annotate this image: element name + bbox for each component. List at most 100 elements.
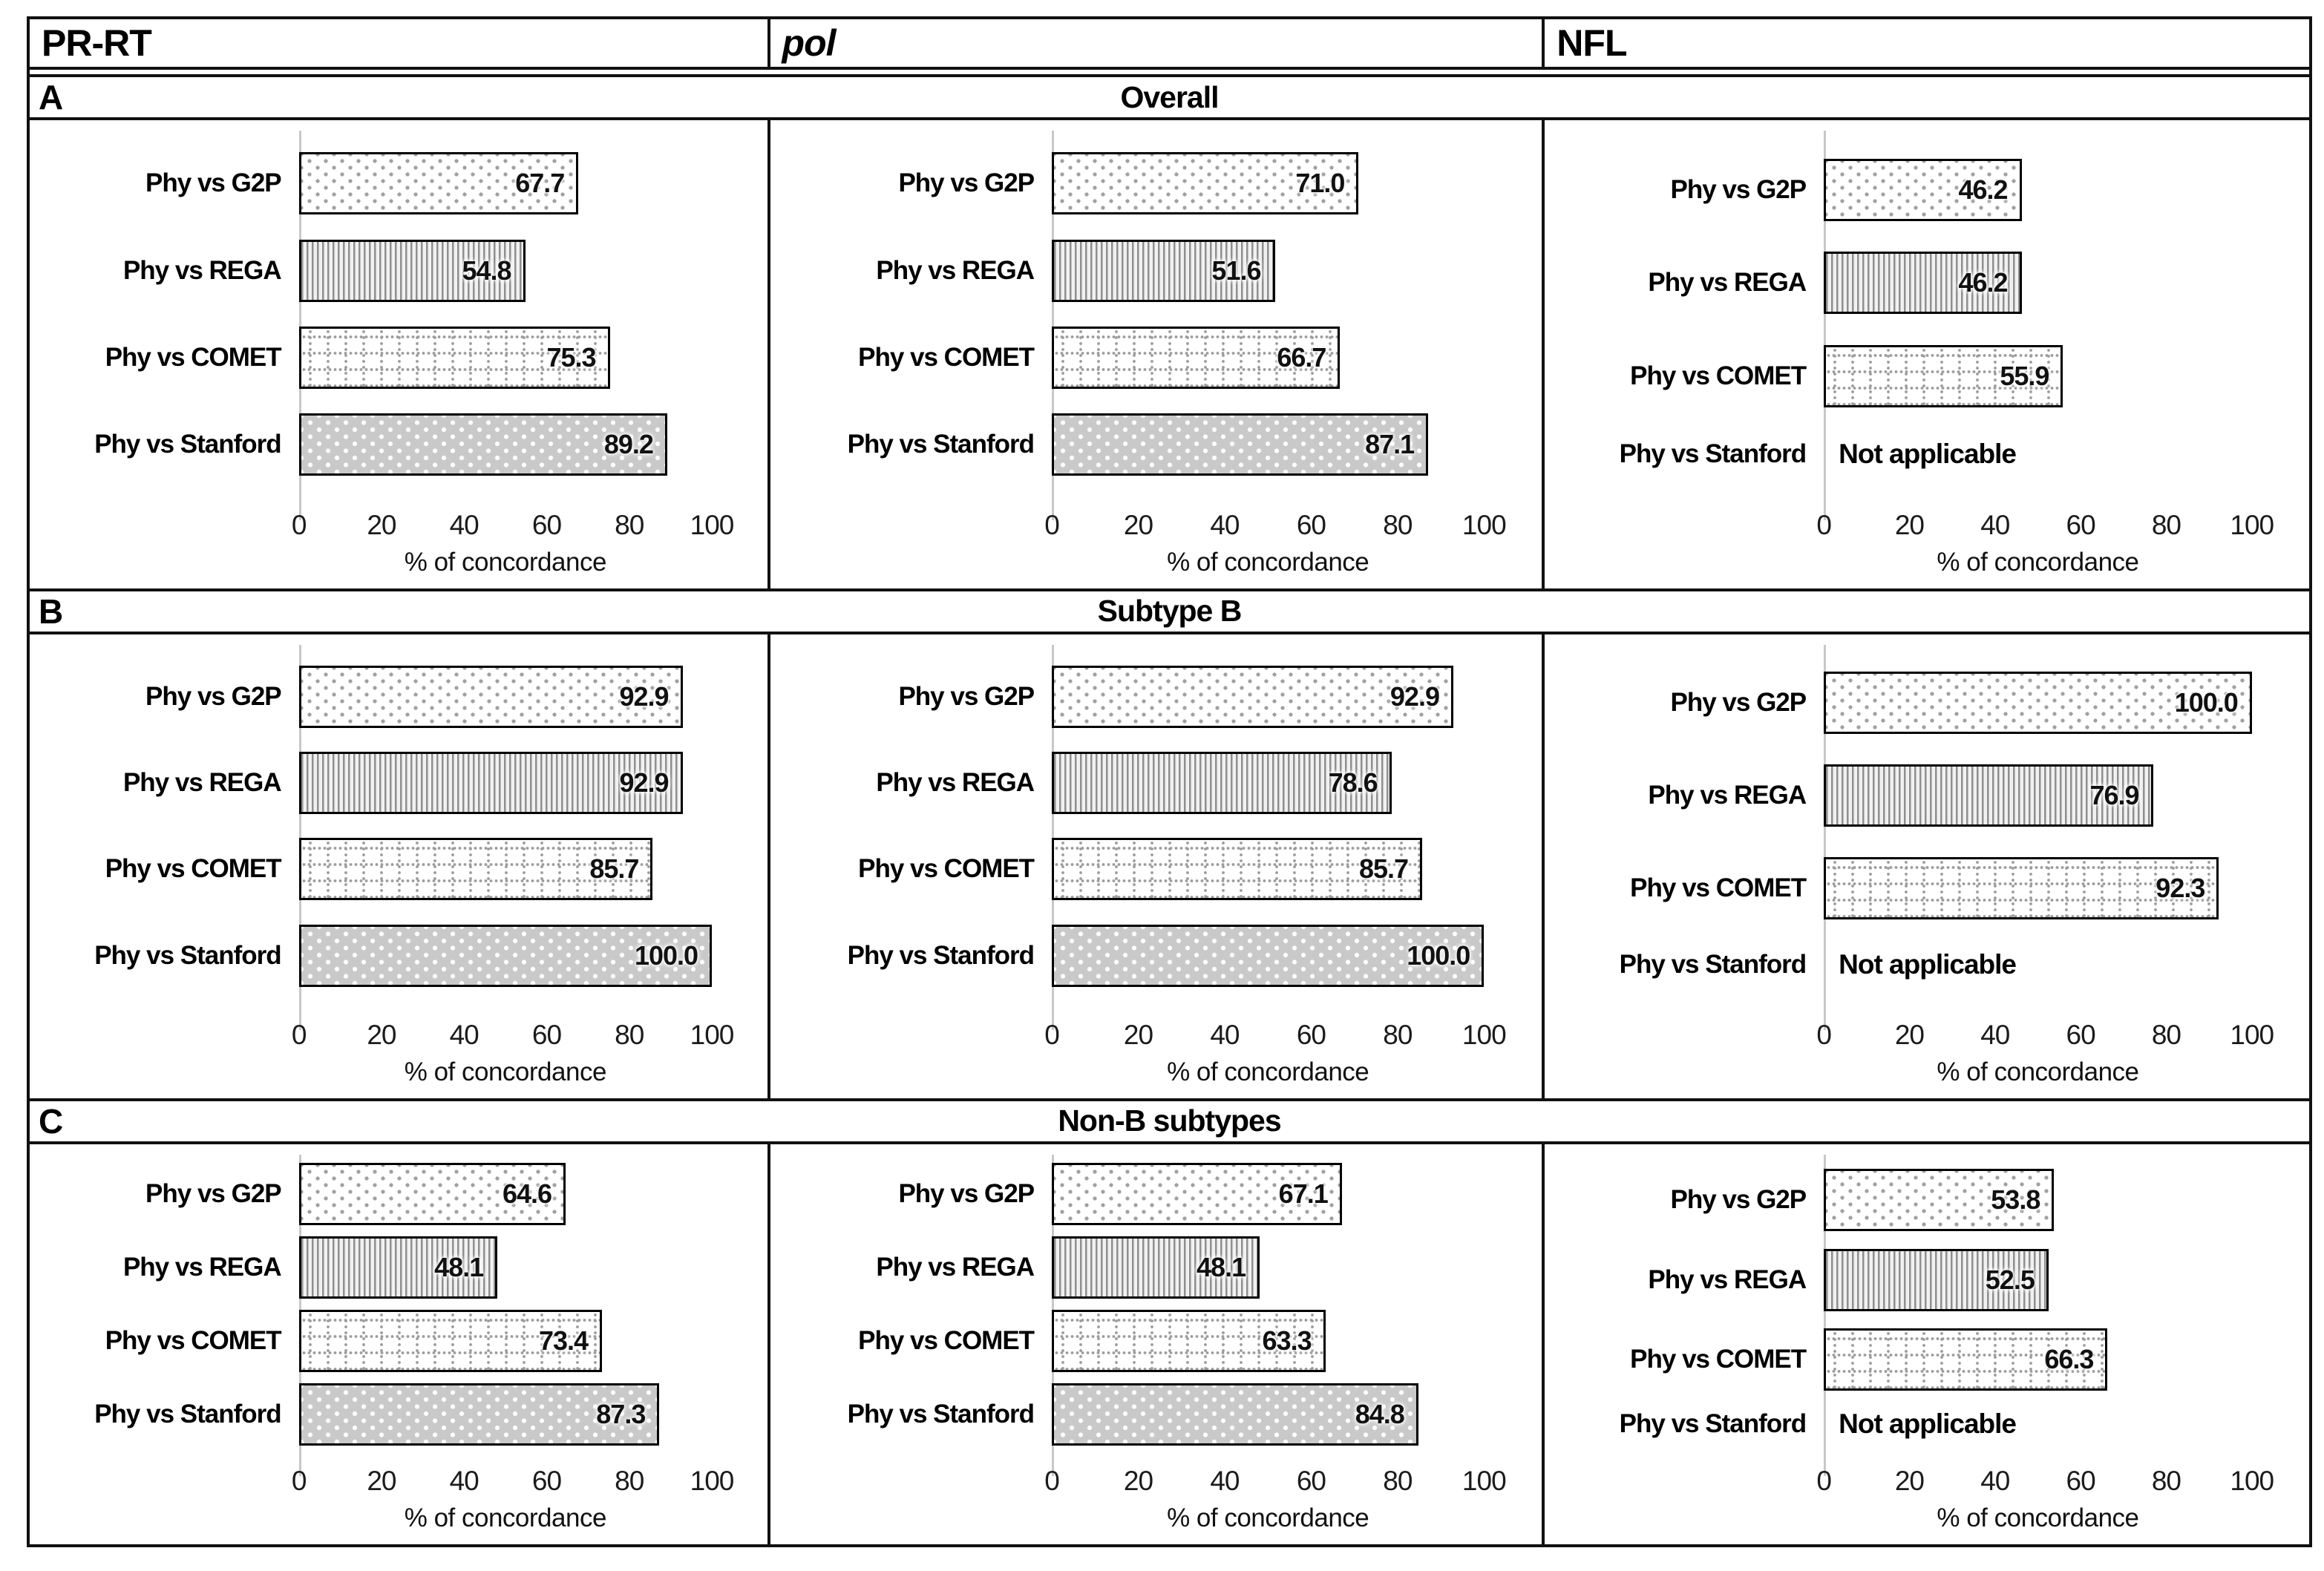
bar-track: 48.1 [298,1236,712,1299]
x-axis-label: % of concordance [1937,1503,2139,1532]
category-label: Phy vs G2P [145,681,282,711]
bar-row: Phy vs G2P 92.9 [30,665,767,728]
x-tick: 60 [531,509,562,540]
x-tick: 100 [690,1019,735,1050]
bar-row: Phy vs Stanford Not applicable [1545,1408,2309,1440]
plot-area: Phy vs G2P 46.2 Phy vs REGA 46.2 Phy vs … [1545,128,2309,520]
chart-row-overall: Phy vs G2P 67.7 Phy vs REGA 54.8 Phy vs … [30,120,2309,588]
chart-non-b-nfl: Phy vs G2P 53.8 Phy vs REGA 52.5 Phy vs … [1542,1144,2309,1544]
x-tick: 20 [367,1019,396,1050]
bar-track: 85.7 [1052,838,1484,901]
bar-row: Phy vs REGA 76.9 [1545,764,2309,827]
bar-track: 87.1 [1052,413,1484,476]
bar-value: 54.8 [462,255,511,286]
category-label: Phy vs G2P [898,168,1035,198]
bar-track: 66.7 [1052,326,1484,389]
section-band-a: A Overall [30,74,2309,120]
x-tick: 60 [1296,1019,1326,1050]
bar-value: 51.6 [1211,255,1261,286]
x-tick: 20 [1123,1019,1153,1050]
bar-phy-vs-g2p: 92.9 [298,665,683,728]
category-label: Phy vs COMET [105,1325,282,1355]
x-axis-label-wrap: % of concordance [770,1495,1542,1541]
x-tick: 100 [2230,509,2274,540]
bar-phy-vs-rega: 46.2 [1824,252,2022,315]
x-tick: 80 [615,1019,644,1050]
section-band-c: C Non-B subtypes [30,1098,2309,1144]
bar-value: 87.1 [1365,429,1415,460]
x-tick: 100 [1461,509,1507,540]
concordance-figure: PR-RT pol NFL A Overall Phy vs G2P 67.7 … [27,16,2312,1547]
category-label: Phy vs Stanford [94,430,281,459]
chart-non-b-pr-rt: Phy vs G2P 64.6 Phy vs REGA 48.1 Phy vs … [30,1144,767,1544]
bar-value: 85.7 [1358,853,1409,885]
x-axis-label: % of concordance [1937,1057,2139,1086]
x-tick: 60 [2066,509,2096,540]
bar-phy-vs-comet: 85.7 [1052,838,1423,901]
chart-overall-nfl: Phy vs G2P 46.2 Phy vs REGA 46.2 Phy vs … [1542,120,2309,588]
section-band-b: B Subtype B [30,588,2309,634]
bar-phy-vs-g2p: 100.0 [1824,672,2252,735]
x-axis: 0 20 40 60 80 100 [1044,1457,1506,1496]
bar-value: 76.9 [2089,779,2139,810]
x-tick: 60 [2066,1019,2096,1050]
plot-area: Phy vs G2P 67.7 Phy vs REGA 54.8 Phy vs … [30,128,767,520]
bar-value: 63.3 [1262,1325,1312,1356]
category-label: Phy vs G2P [145,168,282,198]
category-label: Phy vs REGA [876,1252,1035,1282]
category-label: Phy vs Stanford [1619,950,1807,980]
x-axis: 0 20 40 60 80 100 [1816,1457,2274,1496]
bar-row: Phy vs COMET 85.7 [770,838,1542,901]
x-axis: 0 20 40 60 80 100 [1816,1011,2274,1050]
x-axis-label-wrap: % of concordance [30,539,767,586]
bar-track: 84.8 [1052,1383,1484,1446]
bar-track: 48.1 [1052,1236,1484,1299]
chart-non-b-pol: Phy vs G2P 67.1 Phy vs REGA 48.1 Phy vs … [767,1144,1542,1544]
plot-area: Phy vs G2P 67.1 Phy vs REGA 48.1 Phy vs … [770,1152,1542,1477]
x-tick: 80 [2151,1019,2181,1050]
x-tick: 0 [1816,509,1832,540]
x-axis: 0 20 40 60 80 100 [1044,501,1506,540]
category-label: Phy vs REGA [122,768,282,798]
bar-value: 92.9 [1390,680,1440,712]
x-tick: 20 [1123,509,1153,540]
category-label: Phy vs REGA [1648,780,1807,810]
section-title-overall: Overall [1120,79,1219,114]
chart-subtype-b-pol: Phy vs G2P 92.9 Phy vs REGA 78.6 Phy vs … [767,634,1542,1098]
x-tick: 80 [1383,509,1413,540]
bar-phy-vs-stanford: 89.2 [298,413,667,476]
bar-value: 71.0 [1295,168,1345,199]
bar-phy-vs-g2p: 67.7 [298,152,579,215]
bar-value: 66.7 [1277,341,1326,373]
chart-subtype-b-nfl: Phy vs G2P 100.0 Phy vs REGA 76.9 Phy vs… [1542,634,2309,1098]
category-label: Phy vs Stanford [1619,1408,1807,1438]
x-tick: 100 [2230,1019,2274,1050]
category-label: Phy vs Stanford [847,430,1035,459]
bar-value: 46.2 [1958,174,2008,205]
bar-phy-vs-g2p: 67.1 [1052,1162,1342,1225]
bar-track: 75.3 [298,326,712,389]
bar-track: 53.8 [1824,1169,2252,1232]
not-applicable-text: Not applicable [1839,438,2017,469]
chart-overall-pol: Phy vs G2P 71.0 Phy vs REGA 51.6 Phy vs … [767,120,1542,588]
bar-value: 66.3 [2044,1344,2094,1375]
bar-value: 89.2 [603,429,654,460]
bar-row: Phy vs REGA 52.5 [1545,1248,2309,1311]
x-tick: 40 [1210,1019,1240,1050]
bar-phy-vs-rega: 92.9 [298,752,683,815]
x-axis-label: % of concordance [404,547,607,577]
category-label: Phy vs COMET [858,342,1035,372]
bar-phy-vs-rega: 48.1 [1052,1236,1260,1299]
bar-track: 92.9 [1052,665,1484,728]
bar-row: Phy vs REGA 46.2 [1545,252,2309,315]
plot-area: Phy vs G2P 92.9 Phy vs REGA 78.6 Phy vs … [770,642,1542,1031]
column-header-nfl-label: NFL [1557,22,1627,64]
plot-area: Phy vs G2P 71.0 Phy vs REGA 51.6 Phy vs … [770,128,1542,520]
x-tick: 80 [615,509,644,540]
category-label: Phy vs COMET [1630,361,1807,391]
section-letter-a: A [39,78,63,117]
x-tick: 40 [1980,1019,2010,1050]
bar-row: Phy vs G2P 67.7 [30,152,767,215]
bar-track: 100.0 [1824,672,2252,735]
x-tick: 40 [1980,1466,2010,1496]
